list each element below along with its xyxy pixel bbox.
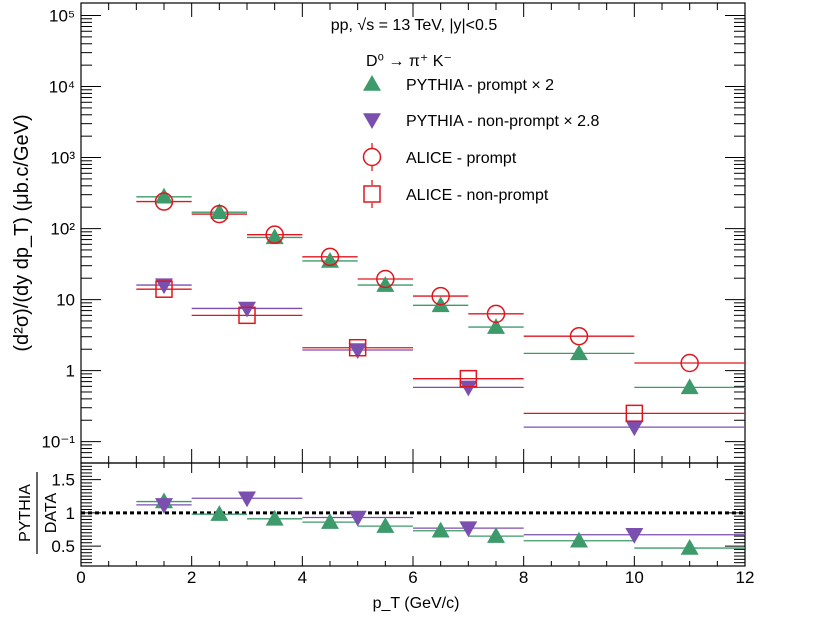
main-point bbox=[680, 378, 699, 395]
ratio-y-axis-title-denominator: DATA bbox=[43, 493, 60, 534]
main-point bbox=[486, 304, 506, 324]
ratio-point bbox=[680, 539, 699, 555]
x-tick-label: 10 bbox=[625, 568, 644, 587]
legend-marker bbox=[362, 147, 382, 167]
main-point bbox=[376, 276, 395, 292]
main-point bbox=[320, 247, 340, 267]
main-point bbox=[155, 278, 173, 295]
main-point bbox=[459, 380, 478, 397]
ratio-point bbox=[155, 498, 173, 514]
main-point bbox=[569, 326, 589, 346]
main-point bbox=[155, 280, 173, 298]
ratio-y-tick-label: 0.5 bbox=[51, 537, 75, 556]
main-point bbox=[680, 353, 699, 373]
ratio-point bbox=[348, 510, 367, 527]
main-y-tick-label: 10⁴ bbox=[49, 78, 75, 97]
legend-marker bbox=[363, 185, 381, 203]
ratio-point bbox=[570, 531, 588, 548]
x-tick-label: 2 bbox=[187, 568, 196, 587]
x-tick-label: 4 bbox=[298, 568, 307, 587]
ratio-y-tick-label: 1.5 bbox=[51, 471, 75, 490]
main-point bbox=[459, 369, 478, 388]
legend-marker bbox=[363, 113, 381, 129]
collision-annotation: pp, √s = 13 TeV, |y|<0.5 bbox=[331, 17, 498, 34]
ratio-point bbox=[625, 528, 644, 544]
main-y-tick-label: 10 bbox=[56, 291, 75, 310]
main-point bbox=[155, 187, 173, 204]
main-point bbox=[210, 203, 229, 219]
main-y-tick-label: 10⁵ bbox=[49, 7, 75, 26]
main-point bbox=[348, 338, 367, 357]
legend: PYTHIA - prompt × 2 PYTHIA - non-prompt … bbox=[362, 75, 600, 208]
main-y-tick-label: 10² bbox=[50, 220, 75, 239]
ratio-point bbox=[459, 521, 478, 538]
ratio-data-series bbox=[81, 491, 745, 555]
ratio-point bbox=[238, 491, 256, 508]
ratio-y-axis-title-numerator: PYTHIA bbox=[17, 484, 34, 542]
ratio-point bbox=[210, 505, 229, 521]
main-y-axis-title: (d²σ)/(dy dp_T) (μb.c/GeV) bbox=[11, 114, 33, 351]
ratio-y-tick-label: 1 bbox=[66, 504, 75, 523]
main-point bbox=[625, 420, 644, 437]
x-tick-label: 6 bbox=[408, 568, 417, 587]
legend-label-pythia-nonprompt: PYTHIA - non-prompt × 2.8 bbox=[406, 113, 600, 130]
main-point bbox=[431, 286, 450, 306]
decay-annotation: D⁰ → π⁺ K⁻ bbox=[366, 53, 452, 70]
main-point bbox=[348, 343, 367, 360]
ratio-point bbox=[376, 517, 395, 533]
main-point bbox=[265, 225, 284, 244]
main-data-series bbox=[136, 187, 745, 437]
main-y-axis-ticks: 10⁻¹ 1 10 10² 10³ 10⁴ 10⁵ bbox=[41, 7, 745, 464]
ratio-y-axis-ticks: 0.5 1 1.5 bbox=[51, 462, 745, 564]
ratio-point bbox=[265, 509, 284, 526]
main-point bbox=[625, 404, 644, 423]
x-tick-label: 8 bbox=[519, 568, 528, 587]
x-tick-label: 0 bbox=[76, 568, 85, 587]
ratio-point bbox=[487, 527, 505, 543]
x-axis-ticks: 0 2 4 6 8 10 12 bbox=[76, 3, 754, 587]
main-y-tick-label: 1 bbox=[66, 362, 75, 381]
main-point bbox=[238, 301, 256, 318]
legend-label-pythia-prompt: PYTHIA - prompt × 2 bbox=[406, 77, 554, 94]
legend-label-alice-nonprompt: ALICE - non-prompt bbox=[406, 187, 549, 204]
main-point bbox=[376, 269, 395, 289]
main-point bbox=[570, 344, 588, 361]
main-point bbox=[487, 318, 505, 334]
legend-label-alice-prompt: ALICE - prompt bbox=[406, 150, 517, 167]
x-axis-title: p_T (GeV/c) bbox=[373, 595, 460, 612]
main-point bbox=[238, 306, 256, 325]
ratio-point bbox=[321, 513, 339, 529]
main-point bbox=[154, 192, 174, 211]
legend-marker bbox=[363, 75, 381, 91]
x-tick-label: 12 bbox=[736, 568, 755, 587]
main-y-tick-label: 10⁻¹ bbox=[41, 433, 75, 452]
main-point bbox=[210, 204, 229, 224]
main-point bbox=[265, 228, 284, 245]
main-y-tick-label: 10³ bbox=[50, 149, 75, 168]
ratio-point bbox=[431, 521, 450, 538]
